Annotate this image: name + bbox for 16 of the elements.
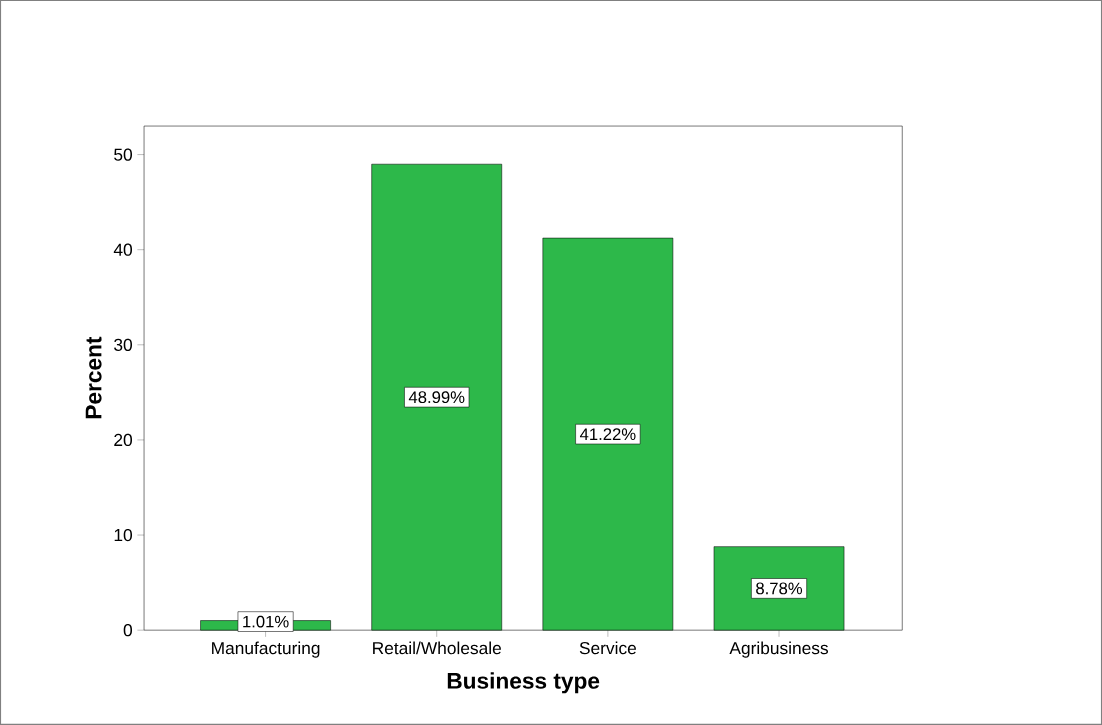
x-axis-title: Business type [447, 672, 600, 694]
data-label: 1.01% [243, 615, 289, 628]
x-tick-label: Service [579, 641, 636, 655]
x-tick-label: Agribusiness [729, 641, 829, 658]
y-axis-title: Percent [85, 336, 102, 419]
x-tick-label: Retail/Wholesale [373, 641, 501, 655]
y-tick-label: 40 [113, 243, 133, 256]
y-tick-label: 10 [114, 528, 133, 542]
x-tick-label: Manufacturing [212, 641, 320, 658]
data-label: 8.78% [756, 582, 803, 595]
y-tick-label: 0 [123, 624, 133, 637]
y-tick-label: 50 [114, 148, 133, 161]
y-tick-label: 20 [114, 433, 133, 447]
data-label: 41.22% [579, 428, 636, 441]
y-tick-label: 30 [114, 338, 133, 351]
data-label: 48.99% [408, 391, 465, 404]
